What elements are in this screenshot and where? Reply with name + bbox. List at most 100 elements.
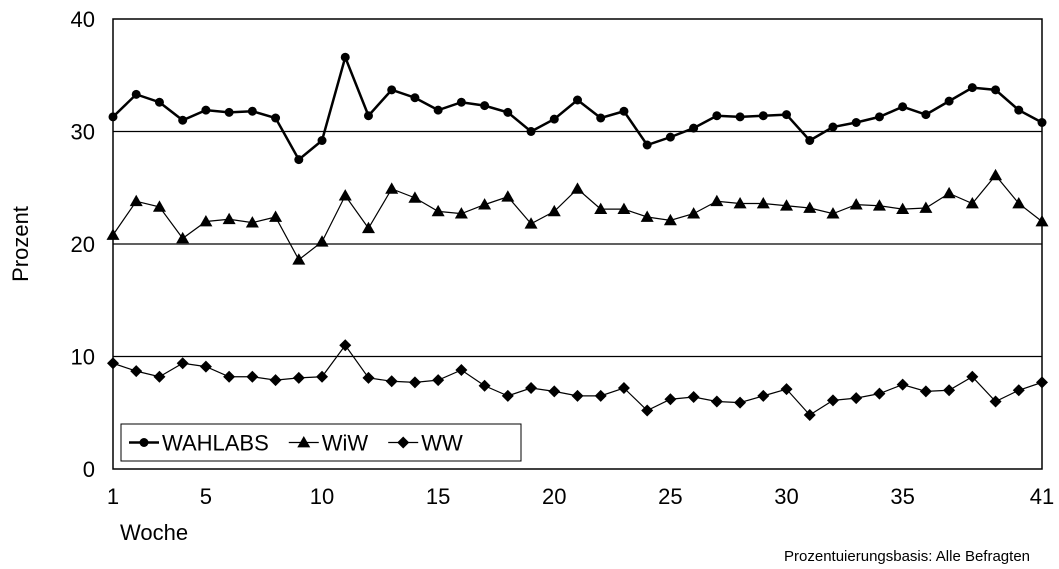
y-tick-label: 30 (71, 120, 95, 145)
data-point (108, 112, 118, 122)
data-point (849, 198, 863, 210)
legend-label: WAHLABS (162, 431, 269, 456)
data-point (408, 191, 422, 203)
legend-item: WAHLABS (129, 431, 269, 456)
data-point (408, 376, 421, 389)
data-point (340, 52, 350, 62)
data-point (826, 394, 839, 407)
data-point (991, 85, 1001, 95)
x-tick-label: 25 (658, 484, 682, 509)
data-point (501, 389, 514, 402)
data-point (942, 186, 956, 199)
data-point (617, 202, 631, 214)
data-point (363, 111, 373, 121)
data-point (385, 182, 399, 194)
data-point (757, 389, 770, 402)
data-point (1012, 197, 1026, 209)
data-point (710, 395, 723, 408)
data-point (129, 194, 143, 207)
data-point (850, 392, 863, 405)
data-point (1036, 376, 1048, 389)
data-point (107, 357, 119, 370)
data-point (664, 393, 677, 406)
data-point (385, 375, 398, 388)
y-tick-label: 0 (83, 457, 95, 482)
data-point (826, 207, 840, 219)
data-point (594, 389, 607, 402)
data-point (549, 114, 559, 124)
y-tick-label: 40 (71, 7, 95, 32)
data-point (663, 213, 677, 226)
data-point (178, 115, 188, 125)
data-point (896, 202, 910, 214)
data-point (689, 123, 699, 133)
data-point (548, 385, 561, 398)
legend-marker (297, 436, 311, 448)
data-point (387, 85, 397, 95)
x-axis-tick-labels: 1 5 10 15 20 25 30 35 41 (107, 484, 1054, 509)
x-tick-label: 35 (890, 484, 914, 509)
data-point (803, 409, 816, 421)
base-note: Prozentuierungsbasis: Alle Befragten (784, 548, 1030, 565)
data-point (989, 395, 1002, 408)
data-point (944, 96, 954, 106)
data-point (338, 189, 352, 201)
data-point (317, 136, 327, 145)
x-tick-label: 15 (426, 484, 450, 509)
data-point (455, 364, 468, 376)
grid-lines (113, 130, 1042, 358)
data-point (224, 107, 234, 117)
data-point (176, 357, 189, 370)
data-point (199, 215, 213, 227)
data-point (617, 382, 630, 394)
legend-box (120, 423, 522, 462)
data-point (734, 396, 747, 409)
data-point (269, 374, 282, 387)
data-point (433, 105, 443, 115)
y-tick-label: 10 (71, 345, 95, 370)
data-point (966, 370, 979, 383)
data-point (246, 370, 259, 383)
data-point (271, 113, 281, 123)
legend-label: WiW (322, 431, 369, 456)
data-point (456, 97, 466, 107)
data-point (571, 182, 584, 194)
legend-marker (397, 436, 410, 449)
data-point (294, 155, 304, 165)
data-point (780, 199, 794, 211)
data-point (898, 102, 908, 112)
data-point (201, 105, 211, 115)
data-point (106, 228, 120, 240)
data-point (501, 190, 515, 202)
data-point (573, 95, 582, 105)
data-point (965, 197, 979, 209)
data-point (803, 201, 817, 213)
data-point (153, 370, 166, 383)
data-point (176, 231, 190, 244)
data-point (130, 365, 143, 378)
data-point (571, 389, 584, 402)
data-point (222, 212, 236, 225)
data-point (619, 106, 629, 116)
data-point (967, 83, 977, 93)
data-point (316, 370, 329, 383)
y-axis-tick-labels: 0 10 20 30 40 (71, 7, 95, 482)
x-tick-label: 20 (542, 484, 566, 509)
data-point (989, 168, 1003, 181)
data-point (594, 202, 608, 214)
data-point (431, 204, 445, 217)
data-point (919, 385, 932, 398)
data-point (782, 110, 792, 120)
x-tick-label: 1 (107, 484, 119, 509)
y-axis-label: Prozent (8, 206, 33, 282)
data-point (872, 199, 886, 211)
data-point (828, 122, 838, 132)
data-point (596, 113, 606, 123)
legend-label: WW (421, 431, 463, 456)
data-point (896, 378, 909, 391)
data-point (361, 221, 375, 234)
data-point (292, 253, 306, 265)
data-point (943, 384, 956, 397)
data-point (269, 210, 283, 222)
